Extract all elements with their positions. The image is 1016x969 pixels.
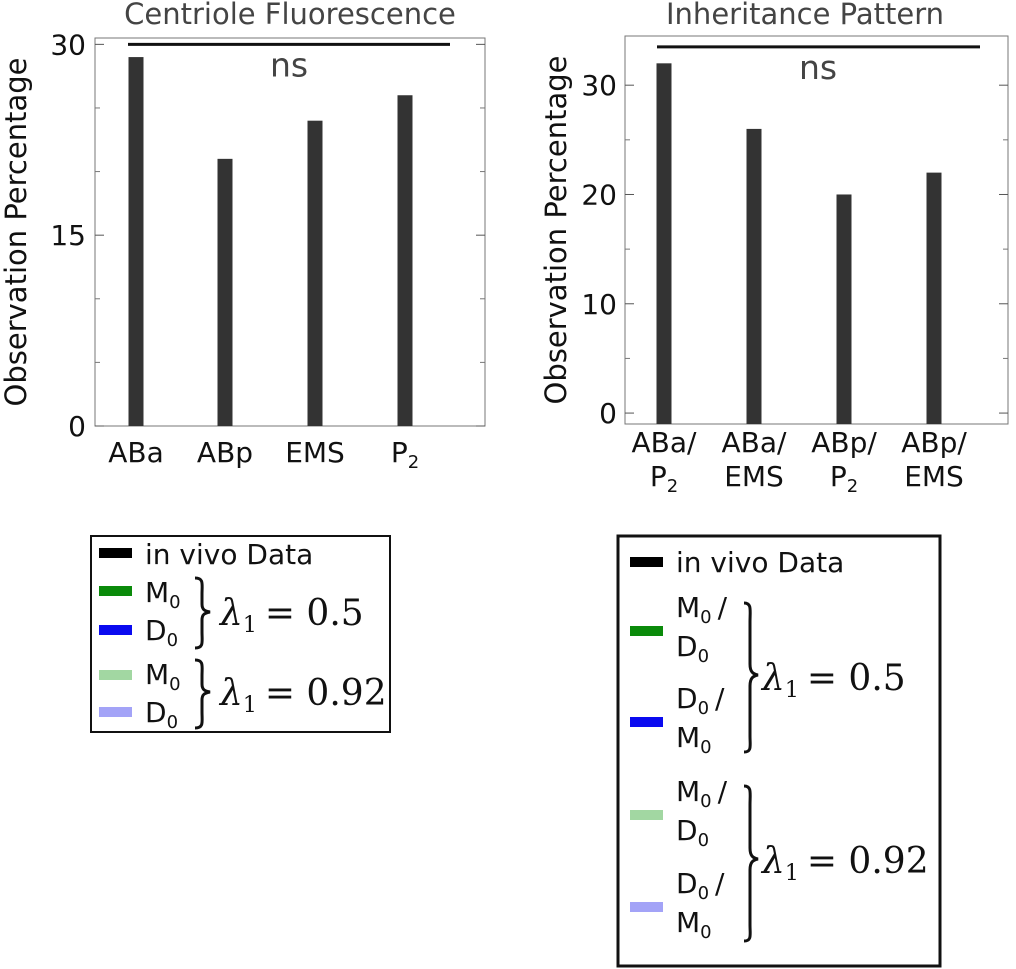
chart-left-y-ticks: 0 15 30 xyxy=(50,28,485,443)
chart-left-plot-frame xyxy=(94,37,486,427)
right-y-tick-label: 10 xyxy=(581,288,617,321)
legend-left-swatch-m0-light xyxy=(99,670,132,680)
legend-right-entry-m0-d0-light: M0/ D0 xyxy=(630,775,728,851)
legend-right-swatch-in-vivo xyxy=(630,557,663,567)
legend-right-lambda-top: λ1 = 0.5 xyxy=(760,658,906,703)
chart-left: Centriole Fluorescence Observation Perce… xyxy=(0,0,486,473)
left-bar-2 xyxy=(217,158,233,426)
chart-left-bars xyxy=(128,57,413,426)
legend-left-swatch-m0-dark xyxy=(99,586,132,596)
legend-right-entry-m0-d0-dark: M0/ D0 xyxy=(630,591,728,667)
legend-right-label-d0-m0-light-line2: M0 xyxy=(676,906,712,943)
left-category-label: ABp xyxy=(197,436,253,469)
legend-left: in vivo Data M0 D0 M0 D0 λ1 = 0.5 λ1 = 0.9… xyxy=(90,535,391,733)
right-y-tick-label: 20 xyxy=(581,178,617,211)
legend-right-label-d0-m0-dark-line2: M0 xyxy=(676,721,712,758)
legend-right-swatch-d0-m0-dark xyxy=(630,717,663,727)
legend-right: in vivo Data M0/ D0 D0/ M0 M0/ D0 D0/ M0… xyxy=(616,534,942,968)
legend-left-label-m0-light: M0 xyxy=(145,658,181,695)
legend-left-swatch-in-vivo xyxy=(99,548,132,558)
chart-left-x-tick-labels: ABa ABp EMS P2 xyxy=(108,436,419,473)
legend-left-swatch-d0-dark xyxy=(99,625,132,635)
legend-right-entry-d0-m0-dark: D0/ M0 xyxy=(630,682,725,758)
legend-left-frame xyxy=(90,535,391,733)
legend-left-brace-top xyxy=(194,576,211,650)
chart-right-title: Inheritance Pattern xyxy=(666,0,944,31)
right-category-label-line2: P2 xyxy=(650,460,678,497)
legend-right-swatch-m0-d0-light xyxy=(630,810,663,820)
chart-right: Inheritance Pattern Observation Percenta… xyxy=(539,0,1009,497)
left-y-tick-label: 30 xyxy=(50,28,86,61)
left-y-tick-label: 15 xyxy=(50,219,86,252)
legend-left-label-in-vivo: in vivo Data xyxy=(145,538,313,571)
legend-right-lambda-bottom: λ1 = 0.92 xyxy=(760,841,929,886)
legend-left-label-m0-dark: M0 xyxy=(145,576,181,613)
right-bar-1 xyxy=(656,63,672,424)
legend-right-label-d0-m0-dark-line1: D0/ xyxy=(676,682,725,719)
right-category-label-line1: ABp/ xyxy=(901,426,967,459)
right-category-label-line2: EMS xyxy=(724,460,784,493)
legend-left-lambda-bottom: λ1 = 0.92 xyxy=(218,673,387,718)
legend-left-brace-bottom xyxy=(194,658,211,730)
legend-left-entry-d0-dark: D0 xyxy=(99,614,178,651)
chart-right-ns-annotation: ns xyxy=(799,48,837,87)
right-bar-2 xyxy=(746,128,762,424)
right-bar-4 xyxy=(926,172,942,424)
legend-right-brace-bottom xyxy=(743,784,759,943)
legend-right-frame xyxy=(616,534,942,968)
chart-right-bars xyxy=(656,63,942,424)
legend-right-label-m0-d0-light-line2: D0 xyxy=(676,814,709,851)
legend-right-entry-in-vivo: in vivo Data xyxy=(630,546,844,579)
legend-right-label-in-vivo: in vivo Data xyxy=(676,546,844,579)
left-bar-1 xyxy=(128,57,144,426)
left-category-label: P2 xyxy=(391,436,419,473)
legend-left-swatch-d0-light xyxy=(99,707,132,717)
legend-left-entry-in-vivo: in vivo Data xyxy=(99,538,313,571)
left-category-label: ABa xyxy=(108,436,164,469)
left-category-label: EMS xyxy=(285,436,345,469)
right-y-tick-label: 30 xyxy=(581,69,617,102)
legend-right-swatch-m0-d0-dark xyxy=(630,626,663,636)
right-category-label-line1: ABa/ xyxy=(722,426,788,459)
right-category-label-line1: ABa/ xyxy=(632,426,698,459)
left-bar-4 xyxy=(397,95,413,426)
legend-right-brace-top xyxy=(743,601,759,754)
right-bar-3 xyxy=(836,194,852,424)
legend-right-label-m0-d0-light-line1: M0/ xyxy=(676,775,728,812)
legend-right-entry-d0-m0-light: D0/ M0 xyxy=(630,867,725,943)
chart-left-ns-annotation: ns xyxy=(270,45,308,84)
legend-left-entry-m0-dark: M0 xyxy=(99,576,181,613)
right-category-label-line2: EMS xyxy=(904,460,964,493)
right-category-label-line2: P2 xyxy=(830,460,858,497)
legend-left-entry-m0-light: M0 xyxy=(99,658,181,695)
chart-left-y-axis-label: Observation Percentage xyxy=(0,58,33,407)
legend-right-swatch-d0-m0-light xyxy=(630,902,663,912)
left-y-tick-label: 0 xyxy=(68,410,86,443)
chart-right-y-axis-label: Observation Percentage xyxy=(539,56,573,405)
left-bar-3 xyxy=(307,120,323,426)
right-y-tick-label: 0 xyxy=(599,397,617,430)
chart-right-plot-frame xyxy=(624,35,1009,425)
chart-right-y-ticks: 0 10 20 30 xyxy=(581,69,1008,430)
right-category-label-line1: ABp/ xyxy=(811,426,877,459)
legend-left-label-d0-light: D0 xyxy=(145,696,178,733)
chart-left-title: Centriole Fluorescence xyxy=(124,0,456,31)
legend-right-label-d0-m0-light-line1: D0/ xyxy=(676,867,725,904)
legend-right-label-m0-d0-dark-line1: M0/ xyxy=(676,591,728,628)
legend-right-label-m0-d0-dark-line2: D0 xyxy=(676,630,709,667)
legend-left-label-d0-dark: D0 xyxy=(145,614,178,651)
legend-left-entry-d0-light: D0 xyxy=(99,696,178,733)
legend-left-lambda-top: λ1 = 0.5 xyxy=(218,593,364,638)
